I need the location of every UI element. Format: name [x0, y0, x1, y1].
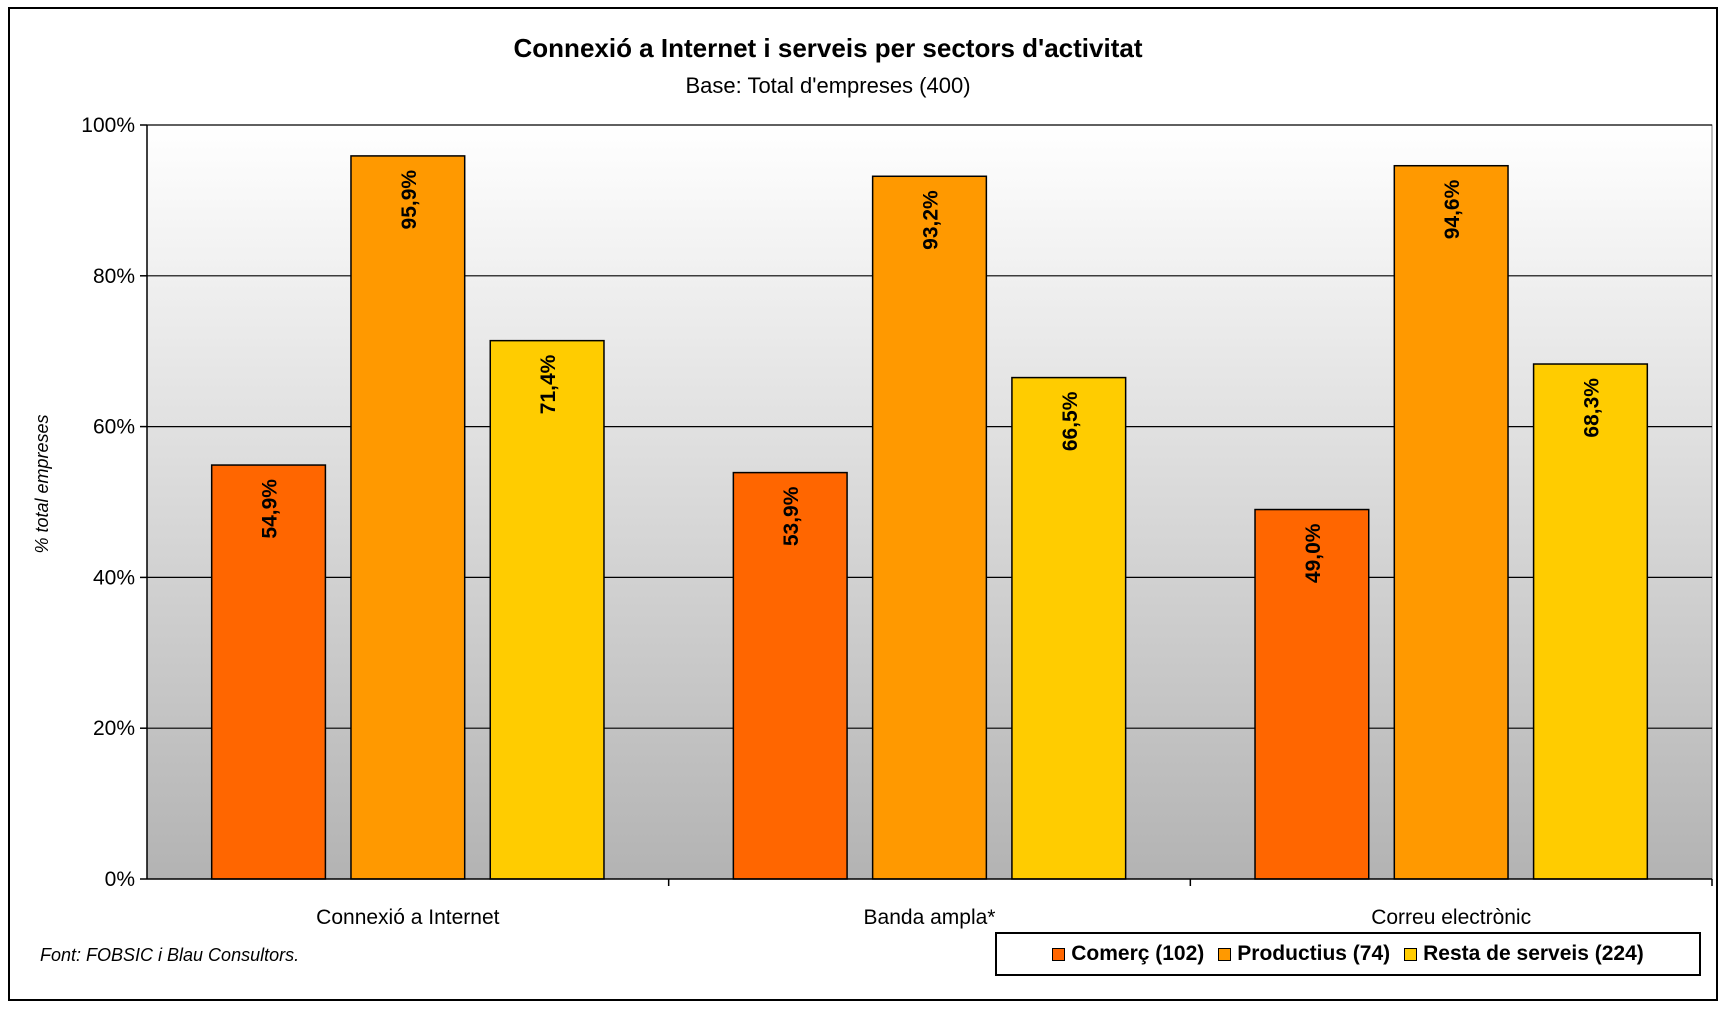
bar — [1254, 508, 1370, 880]
y-tick-label: 60% — [93, 416, 135, 439]
legend-item-comerc: Comerç (102) — [1052, 942, 1204, 966]
bar — [489, 339, 605, 880]
y-tick-label: 0% — [105, 868, 135, 891]
legend-label: Resta de serveis (224) — [1423, 942, 1644, 965]
data-label: 94,6% — [1441, 179, 1464, 239]
x-tick-label: Correu electrònic — [1371, 906, 1531, 929]
legend-label: Productius (74) — [1237, 942, 1391, 965]
bar — [350, 155, 466, 880]
x-tick-label: Banda ampla* — [864, 906, 996, 929]
data-label: 93,2% — [920, 190, 943, 250]
y-tick-label: 80% — [93, 265, 135, 288]
data-label: 71,4% — [537, 354, 560, 414]
bar — [210, 464, 327, 880]
legend-label: Comerç (102) — [1071, 942, 1205, 965]
legend-item-resta-serveis: Resta de serveis (224) — [1404, 942, 1644, 966]
data-label: 53,9% — [780, 486, 803, 546]
source-note: Font: FOBSIC i Blau Consultors. — [40, 945, 300, 965]
bar — [1532, 363, 1649, 880]
data-label: 49,0% — [1302, 523, 1325, 583]
legend: Comerç (102) Productius (74) Resta de se… — [995, 932, 1701, 976]
y-tick-label: 20% — [93, 717, 135, 740]
y-tick-label: 100% — [81, 114, 135, 137]
legend-item-productius: Productius (74) — [1218, 942, 1390, 966]
data-label: 95,9% — [398, 170, 421, 230]
data-label: 66,5% — [1059, 391, 1082, 451]
data-label: 68,3% — [1580, 378, 1603, 438]
legend-swatch — [1052, 947, 1066, 961]
legend-swatch — [1218, 947, 1232, 961]
x-tick-label: Connexió a Internet — [316, 906, 499, 929]
axes: 0% 20% 40% 60% 80% 100% Connexió a Internet Ban… — [81, 114, 1713, 929]
bar — [1011, 376, 1127, 880]
y-tick-label: 40% — [93, 566, 135, 589]
y-axis-label: % total empreses — [32, 414, 52, 553]
chart-title: Connexió a Internet i serveis per sector… — [514, 33, 1143, 63]
chart-subtitle: Base: Total d'empreses (400) — [685, 73, 970, 98]
bar — [1393, 164, 1509, 880]
legend-swatch — [1404, 947, 1418, 961]
bar — [871, 175, 988, 880]
bars: 54,9% 95,9% 71,4% 53,9% 93,2% 66,5% 49,0% 94,6%… — [210, 155, 1649, 880]
data-label: 54,9% — [259, 479, 282, 539]
bar — [732, 471, 848, 880]
